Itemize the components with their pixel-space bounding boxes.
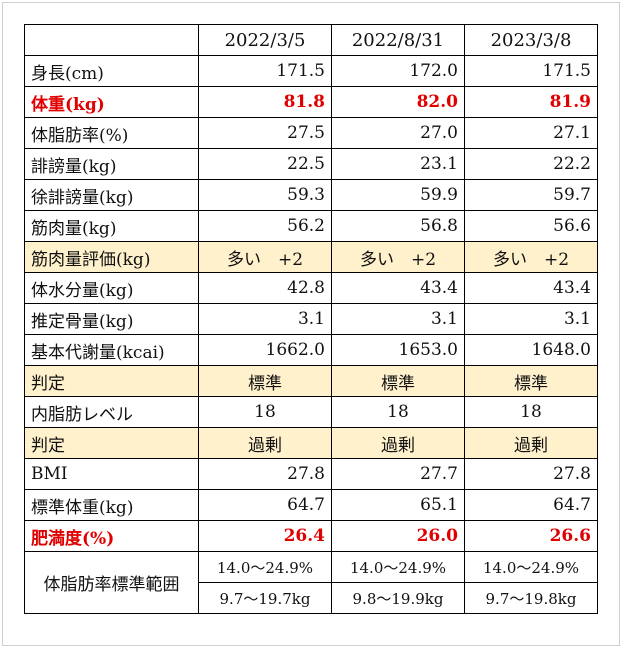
value-cell[interactable]: 64.7 — [198, 489, 332, 521]
value-cell[interactable]: 65.1 — [331, 489, 465, 521]
date-header-1[interactable]: 2022/3/5 — [198, 24, 332, 56]
row-label[interactable]: 体水分量(kg) — [24, 272, 199, 304]
value-cell[interactable]: 18 — [464, 396, 598, 428]
value-cell[interactable]: 172.0 — [331, 55, 465, 87]
value-cell[interactable]: 22.2 — [464, 148, 598, 180]
value-cell[interactable]: 27.0 — [331, 117, 465, 149]
value-cell[interactable]: 3.1 — [464, 303, 598, 335]
value-cell[interactable]: 27.5 — [198, 117, 332, 149]
value-cell[interactable]: 26.6 — [464, 520, 598, 552]
value-cell[interactable]: 56.6 — [464, 210, 598, 242]
row-label[interactable]: 肥満度(%) — [24, 520, 199, 552]
row-visceral-fat-level: 内脂肪レベル 18 18 18 — [24, 396, 598, 428]
value-cell[interactable]: 1648.0 — [464, 334, 598, 366]
value-cell[interactable]: 22.5 — [198, 148, 332, 180]
value-cell[interactable]: 3.1 — [331, 303, 465, 335]
value-cell[interactable]: 59.9 — [331, 179, 465, 211]
range-kg-cell[interactable]: 9.7～19.8kg — [464, 582, 598, 614]
value-cell[interactable]: 多い +2 — [464, 241, 598, 273]
row-label[interactable]: 誹謗量(kg) — [24, 148, 199, 180]
value-cell[interactable]: 多い +2 — [198, 241, 332, 273]
row-label[interactable]: 判定 — [24, 365, 199, 397]
value-cell[interactable]: 27.8 — [464, 458, 598, 490]
range-label[interactable]: 体脂肪率標準範囲 — [24, 551, 199, 614]
value-cell[interactable]: 1662.0 — [198, 334, 332, 366]
row-basal-metabolism: 基本代謝量(kcai) 1662.0 1653.0 1648.0 — [24, 334, 598, 366]
row-judgment-visceral: 判定 過剰 過剰 過剰 — [24, 427, 598, 459]
value-cell[interactable]: 標準 — [331, 365, 465, 397]
row-muscle-evaluation: 筋肉量評価(kg) 多い +2 多い +2 多い +2 — [24, 241, 598, 273]
value-cell[interactable]: 59.3 — [198, 179, 332, 211]
row-label[interactable]: 身長(cm) — [24, 55, 199, 87]
value-cell[interactable]: 26.0 — [331, 520, 465, 552]
row-label[interactable]: 筋肉量(kg) — [24, 210, 199, 242]
date-header-2[interactable]: 2022/8/31 — [331, 24, 465, 56]
row-standard-weight: 標準体重(kg) 64.7 65.1 64.7 — [24, 489, 598, 521]
body-composition-table: 2022/3/5 2022/8/31 2023/3/8 身長(cm) 171.5… — [24, 24, 598, 614]
row-height: 身長(cm) 171.5 172.0 171.5 — [24, 55, 598, 87]
value-cell[interactable]: 171.5 — [464, 55, 598, 87]
value-cell[interactable]: 18 — [331, 396, 465, 428]
value-cell[interactable]: 81.9 — [464, 86, 598, 118]
row-label[interactable]: 推定骨量(kg) — [24, 303, 199, 335]
value-cell[interactable]: 82.0 — [331, 86, 465, 118]
range-percent-cell[interactable]: 14.0～24.9% — [464, 551, 598, 583]
row-label[interactable]: 体重(kg) — [24, 86, 199, 118]
value-cell[interactable]: 標準 — [198, 365, 332, 397]
row-judgment-metabolism: 判定 標準 標準 標準 — [24, 365, 598, 397]
row-obesity-degree: 肥満度(%) 26.4 26.0 26.6 — [24, 520, 598, 552]
row-label[interactable]: 標準体重(kg) — [24, 489, 199, 521]
value-cell[interactable]: 43.4 — [464, 272, 598, 304]
value-cell[interactable]: 標準 — [464, 365, 598, 397]
value-cell[interactable]: 過剰 — [331, 427, 465, 459]
row-bone-mass: 推定骨量(kg) 3.1 3.1 3.1 — [24, 303, 598, 335]
row-bmi: BMI 27.8 27.7 27.8 — [24, 458, 598, 490]
value-cell[interactable]: 23.1 — [331, 148, 465, 180]
row-fat-free-mass: 徐誹謗量(kg) 59.3 59.9 59.7 — [24, 179, 598, 211]
value-cell[interactable]: 42.8 — [198, 272, 332, 304]
value-cell[interactable]: 81.8 — [198, 86, 332, 118]
value-cell[interactable]: 過剰 — [464, 427, 598, 459]
range-percent-cell[interactable]: 14.0～24.9% — [331, 551, 465, 583]
row-muscle-mass: 筋肉量(kg) 56.2 56.8 56.6 — [24, 210, 598, 242]
row-label[interactable]: 判定 — [24, 427, 199, 459]
value-cell[interactable]: 18 — [198, 396, 332, 428]
value-cell[interactable]: 1653.0 — [331, 334, 465, 366]
value-cell[interactable]: 26.4 — [198, 520, 332, 552]
value-cell[interactable]: 171.5 — [198, 55, 332, 87]
row-label[interactable]: 内脂肪レベル — [24, 396, 199, 428]
value-cell[interactable]: 27.8 — [198, 458, 332, 490]
row-label[interactable]: 筋肉量評価(kg) — [24, 241, 199, 273]
value-cell[interactable]: 43.4 — [331, 272, 465, 304]
header-row: 2022/3/5 2022/8/31 2023/3/8 — [24, 24, 598, 56]
value-cell[interactable]: 27.1 — [464, 117, 598, 149]
row-label[interactable]: 体脂肪率(%) — [24, 117, 199, 149]
row-label[interactable]: BMI — [24, 458, 199, 490]
row-weight: 体重(kg) 81.8 82.0 81.9 — [24, 86, 598, 118]
range-percent-cell[interactable]: 14.0～24.9% — [198, 551, 332, 583]
value-cell[interactable]: 3.1 — [198, 303, 332, 335]
row-body-fat-rate: 体脂肪率(%) 27.5 27.0 27.1 — [24, 117, 598, 149]
row-label[interactable]: 基本代謝量(kcai) — [24, 334, 199, 366]
value-cell[interactable]: 多い +2 — [331, 241, 465, 273]
value-cell[interactable]: 過剰 — [198, 427, 332, 459]
date-header-3[interactable]: 2023/3/8 — [464, 24, 598, 56]
value-cell[interactable]: 56.2 — [198, 210, 332, 242]
row-fat-mass: 誹謗量(kg) 22.5 23.1 22.2 — [24, 148, 598, 180]
value-cell[interactable]: 64.7 — [464, 489, 598, 521]
header-corner-cell[interactable] — [24, 24, 199, 56]
value-cell[interactable]: 59.7 — [464, 179, 598, 211]
value-cell[interactable]: 56.8 — [331, 210, 465, 242]
range-kg-cell[interactable]: 9.8～19.9kg — [331, 582, 465, 614]
range-kg-cell[interactable]: 9.7～19.7kg — [198, 582, 332, 614]
row-label[interactable]: 徐誹謗量(kg) — [24, 179, 199, 211]
row-body-water: 体水分量(kg) 42.8 43.4 43.4 — [24, 272, 598, 304]
row-fat-range-kg: 9.7～19.7kg 9.8～19.9kg 9.7～19.8kg — [25, 582, 598, 614]
row-fat-range-percent: 体脂肪率標準範囲 14.0～24.9% 14.0～24.9% 14.0～24.9… — [24, 551, 598, 614]
value-cell[interactable]: 27.7 — [331, 458, 465, 490]
